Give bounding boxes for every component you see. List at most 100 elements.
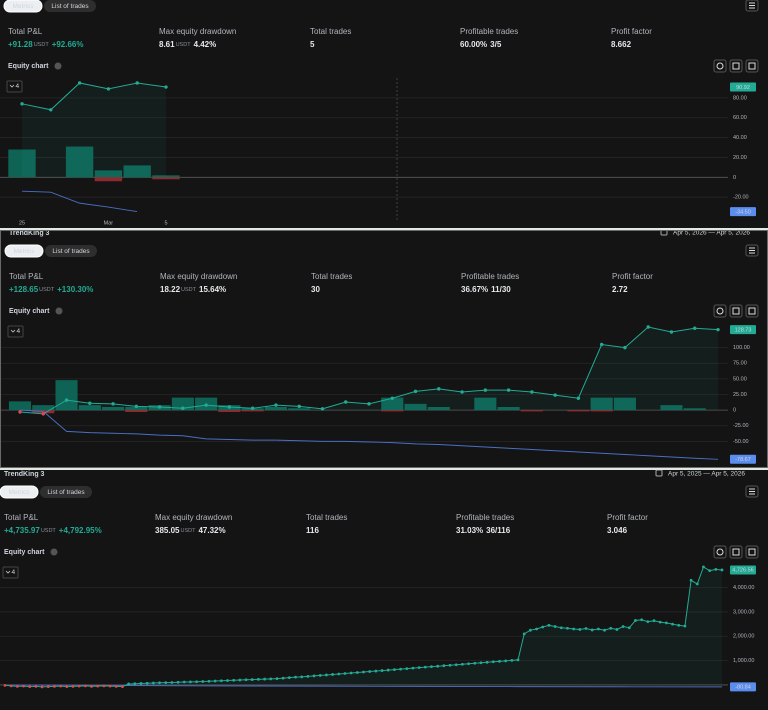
menu-button[interactable] [745,244,759,257]
checkbox[interactable] [660,229,668,236]
equity-area [20,327,718,414]
runup-bar [94,170,123,178]
metric-number: 2.72 [612,285,628,294]
equity-point [102,684,106,688]
equity-point [312,674,316,678]
metric-unit: USDT [180,528,196,534]
equity-point [158,681,161,685]
tab[interactable] [3,0,43,13]
strategy-name: TrendKing 3 [9,230,50,237]
equity-point [111,402,115,406]
metric-label: Profit factor [611,27,652,36]
equity-point [566,626,569,630]
equity-area [5,566,722,687]
chart-tool[interactable] [713,304,727,318]
menu-button[interactable] [745,0,759,12]
equity-area [22,82,166,178]
chart-tool[interactable] [713,59,727,73]
chevron [10,329,16,333]
tab-label[interactable]: Metrics [9,489,31,496]
equity-point [669,330,674,334]
equity-point [250,678,254,681]
metric-extra: 4.42% [194,40,217,49]
tool-glyph [732,307,740,315]
chart-title: Equity chart [8,63,49,70]
scale-menu[interactable]: 4 [6,80,23,93]
info-icon[interactable] [50,548,58,556]
equity-point [204,403,208,407]
tab-label[interactable]: List of trades [52,248,90,255]
runup-bar [8,401,32,411]
metric-extra: +4,792.95% [59,526,102,535]
chart-tool[interactable] [745,545,759,559]
tab-label[interactable]: List of trades [51,3,89,10]
equity-point [320,407,325,411]
info-icon[interactable] [55,307,63,315]
chart-tool[interactable] [713,545,727,559]
runup-bar [125,407,148,411]
chevron [5,570,11,574]
equity-point [714,567,718,571]
tab[interactable] [0,485,39,499]
menu-button[interactable] [745,485,759,498]
tool-frame [713,304,727,318]
equity-point [189,680,192,684]
equity-badge: 4,726.56 [732,568,753,574]
equity-point [504,659,508,663]
equity-point [634,619,637,622]
equity-point [244,678,248,682]
equity-point [442,664,446,668]
equity-point [41,412,45,416]
equity-badge-frame [730,82,756,92]
equity-point [281,676,285,680]
y-tick-label: 4,000.00 [733,585,754,591]
panel: TrendKing 3 Apr 5, 2026 — Apr 5, 2026 Metr… [0,229,759,464]
checkbox[interactable] [655,470,663,477]
chart-tool[interactable] [745,59,759,73]
tab[interactable] [4,244,44,258]
tab[interactable] [44,0,96,12]
equity-point [689,578,693,582]
scale-menu[interactable]: 4 [2,566,19,579]
equity-point [343,672,347,675]
metric-value: +4,735.97USDT +4,792.95% [4,526,102,535]
metric-value: 5 [310,40,315,49]
tool-frame [745,304,759,318]
tab-label[interactable]: Metrics [13,3,35,10]
equity-point [275,677,279,680]
equity-point [164,681,168,685]
chart-tool[interactable] [729,545,743,559]
tab[interactable] [45,245,97,257]
tab-label[interactable]: Metrics [14,248,36,255]
equity-point [170,681,174,684]
y-tick-label: 40.00 [733,135,747,141]
panel-divider [0,468,768,470]
equity-point [683,624,687,628]
chart-tool[interactable] [729,59,743,73]
scale-value: 4 [12,569,16,576]
runup-bar [55,380,78,411]
x-tick-label: Mar [104,220,114,226]
chart-tool[interactable] [729,304,743,318]
tab[interactable] [40,486,92,498]
benchmark-badge: -80.84 [735,685,751,691]
runup-bar [102,407,125,411]
equity-point [207,679,211,683]
chart-tool[interactable] [745,304,759,318]
y-tick-label: -20.00 [733,195,749,201]
scale-menu[interactable]: 4 [7,325,24,338]
runup-bar [590,397,613,411]
runup-bar [381,397,404,411]
metric-number: 5 [310,40,315,49]
tab-label[interactable]: List of trades [47,489,85,496]
equity-point [380,669,384,672]
equity-point [18,410,22,414]
equity-point [3,684,7,687]
equity-point [708,569,712,572]
equity-point [417,666,421,670]
info-icon[interactable] [54,62,62,70]
metric-number: 31.03% [456,526,483,535]
equity-point [331,673,334,676]
